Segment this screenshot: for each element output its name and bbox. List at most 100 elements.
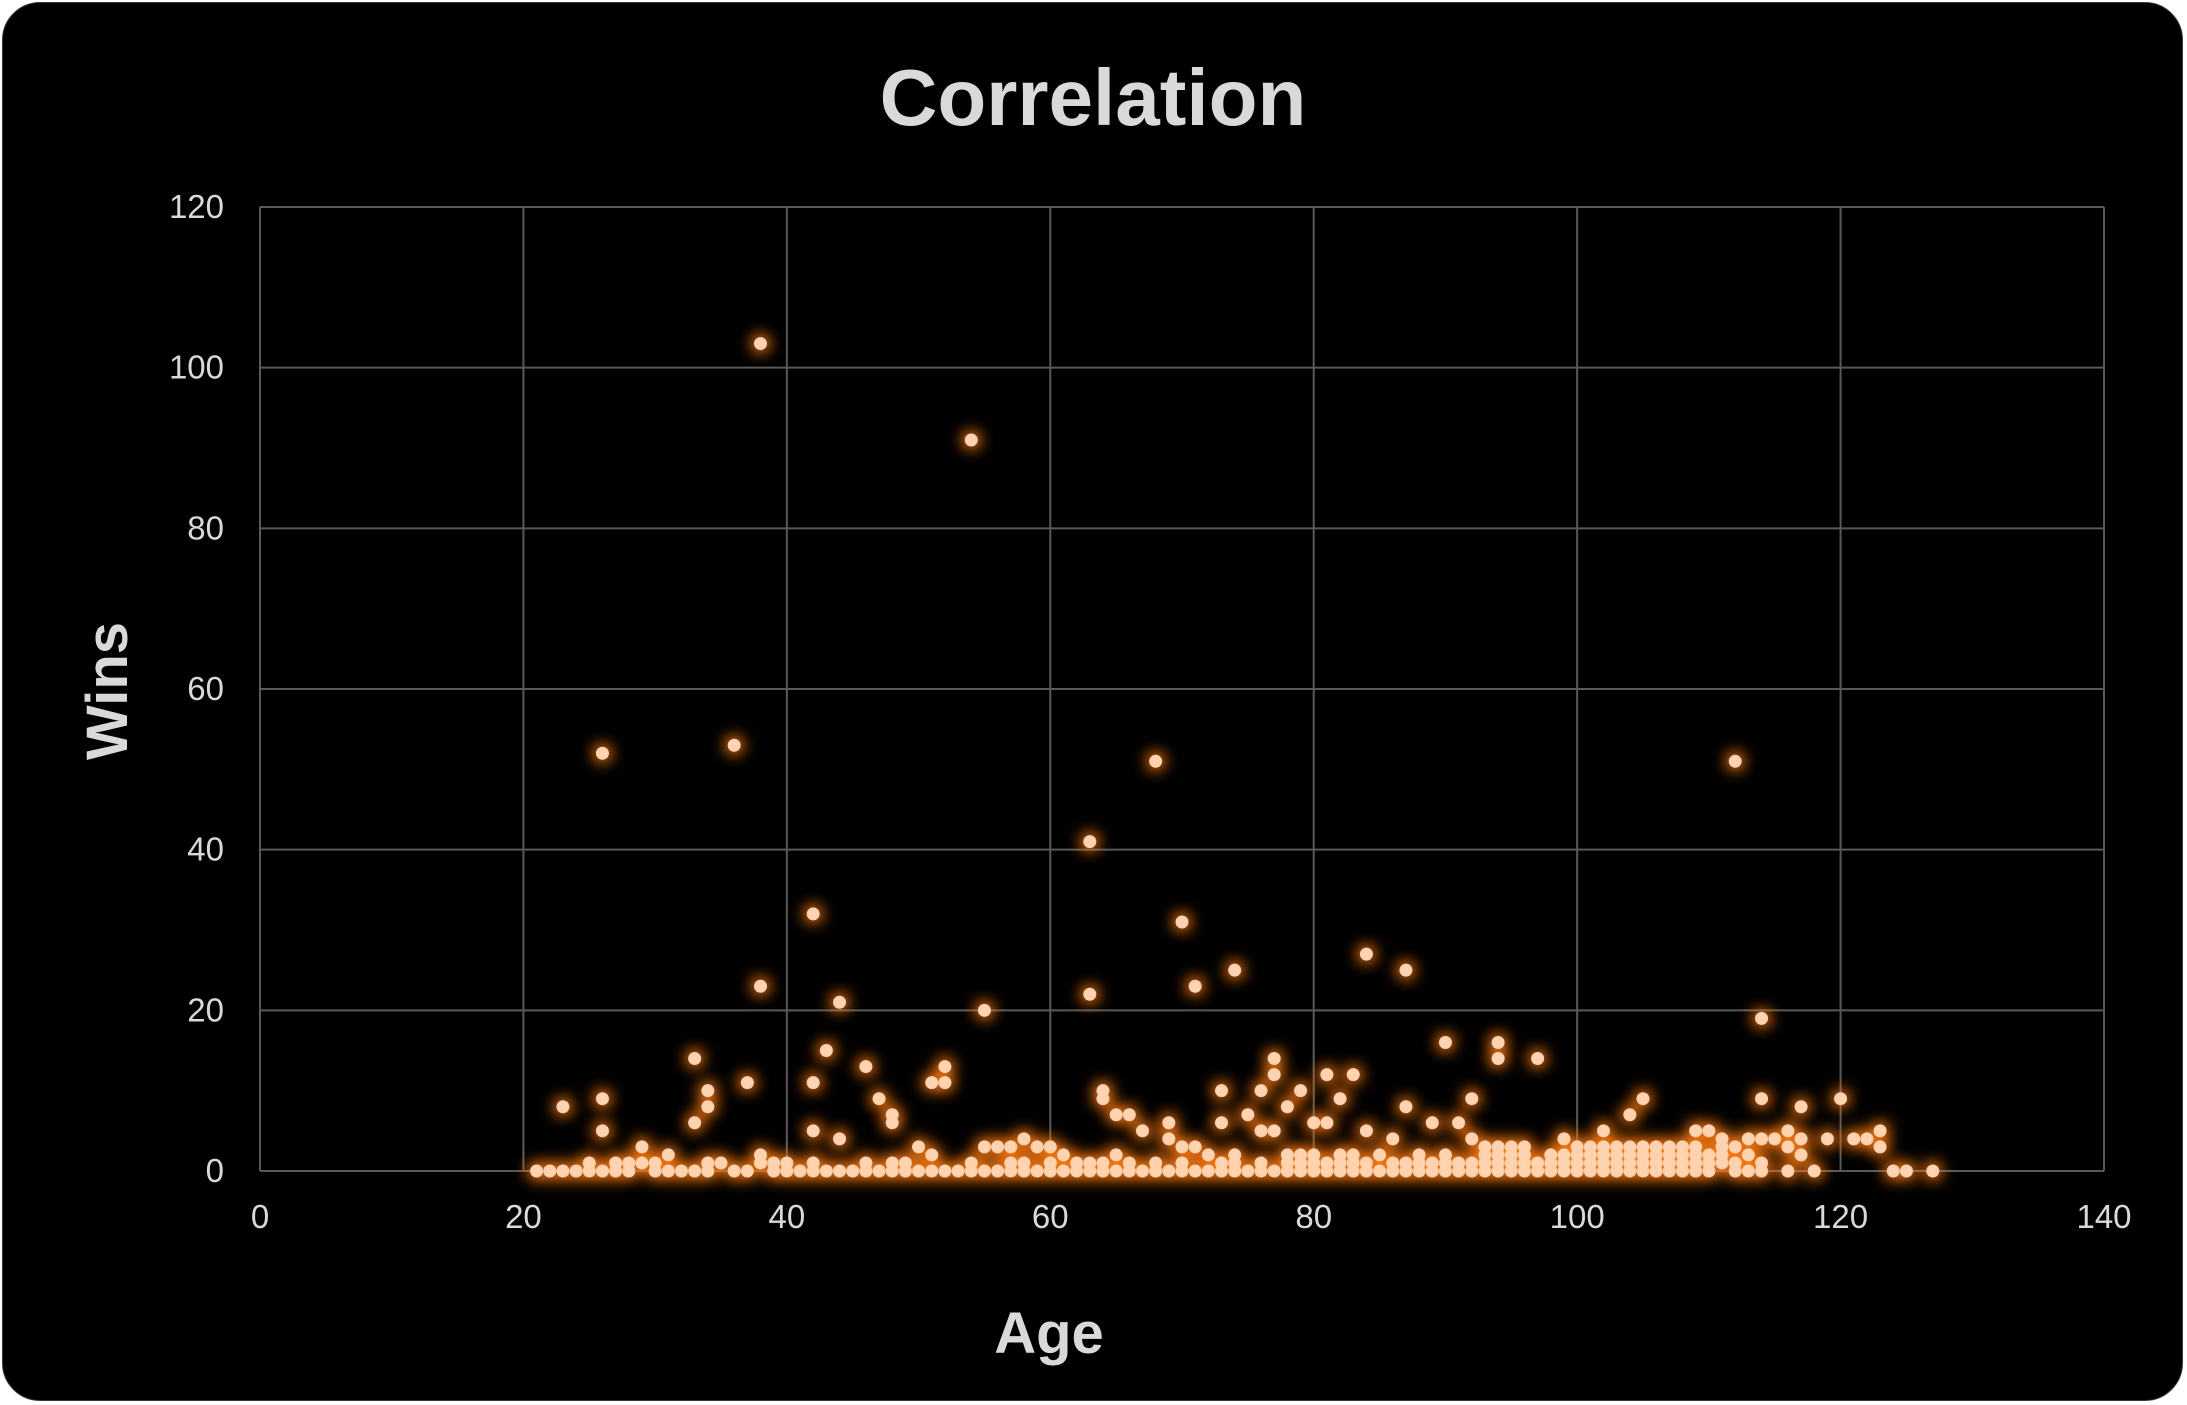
scatter-point: [964, 1156, 978, 1170]
scatter-point: [661, 1148, 675, 1162]
scatter-point: [1768, 1132, 1782, 1146]
scatter-point: [1386, 1156, 1400, 1170]
scatter-point: [1017, 1132, 1031, 1146]
scatter-point: [1728, 754, 1742, 768]
scatter-point: [1794, 1132, 1808, 1146]
scatter-point: [648, 1164, 662, 1178]
scatter-point: [977, 1164, 991, 1178]
scatter-point: [1017, 1156, 1031, 1170]
scatter-point: [872, 1092, 886, 1106]
scatter-point: [1741, 1148, 1755, 1162]
scatter-point: [1267, 1164, 1281, 1178]
tick-labels: 0 20 40 60 80 100 120 140 0 20 40 60 80 100 120: [169, 188, 2132, 1235]
scatter-point: [1504, 1148, 1518, 1162]
scatter-point: [1188, 979, 1202, 993]
scatter-point: [1399, 1156, 1413, 1170]
scatter-point: [530, 1164, 544, 1178]
scatter-point: [727, 1164, 741, 1178]
scatter-point: [556, 1100, 570, 1114]
scatter-point: [1399, 963, 1413, 977]
scatter-point: [1346, 1068, 1360, 1082]
scatter-point: [556, 1164, 570, 1178]
data-points: [530, 337, 1940, 1178]
scatter-point: [1438, 1035, 1452, 1049]
y-axis-title: Wins: [75, 622, 140, 760]
scatter-point: [780, 1164, 794, 1178]
scatter-point: [1425, 1156, 1439, 1170]
scatter-point: [833, 1132, 847, 1146]
scatter-point: [1280, 1156, 1294, 1170]
scatter-point: [1254, 1164, 1268, 1178]
scatter-point: [1807, 1164, 1821, 1178]
scatter-point: [1728, 1156, 1742, 1170]
scatter-point: [1070, 1156, 1084, 1170]
scatter-point: [925, 1148, 939, 1162]
scatter-point: [1741, 1132, 1755, 1146]
scatter-point: [859, 1156, 873, 1170]
scatter-point: [1135, 1164, 1149, 1178]
scatter-point: [819, 1164, 833, 1178]
y-tick-label: 60: [187, 670, 224, 707]
x-tick-label: 60: [1032, 1198, 1069, 1235]
scatter-point: [1689, 1148, 1703, 1162]
scatter-point: [701, 1100, 715, 1114]
scatter-point: [1201, 1164, 1215, 1178]
scatter-point: [1834, 1092, 1848, 1106]
scatter-point: [1452, 1156, 1466, 1170]
scatter-point: [819, 1044, 833, 1057]
scatter-point: [688, 1052, 702, 1066]
y-tick-label: 100: [169, 349, 224, 386]
scatter-point: [1755, 1132, 1769, 1146]
scatter-point: [1794, 1100, 1808, 1114]
x-tick-label: 40: [768, 1198, 805, 1235]
scatter-point: [1320, 1116, 1334, 1130]
scatter-point: [1280, 1100, 1294, 1114]
scatter-point: [1531, 1052, 1545, 1066]
y-tick-label: 120: [169, 188, 224, 225]
scatter-point: [1056, 1148, 1070, 1162]
scatter-point: [991, 1164, 1005, 1178]
scatter-point: [1320, 1068, 1334, 1082]
scatter-point: [1004, 1140, 1018, 1154]
scatter-point: [806, 1076, 820, 1090]
scatter-point: [1346, 1156, 1360, 1170]
scatter-point: [1399, 1100, 1413, 1114]
scatter-point: [1544, 1156, 1558, 1170]
scatter-point: [1267, 1052, 1281, 1066]
scatter-point: [1083, 835, 1097, 849]
scatter-point: [754, 337, 768, 351]
scatter-point: [1162, 1164, 1176, 1178]
scatter-point: [1162, 1116, 1176, 1130]
scatter-point: [1873, 1140, 1887, 1154]
x-tick-label: 140: [2076, 1198, 2131, 1235]
scatter-point: [1162, 1132, 1176, 1146]
scatter-point: [1109, 1108, 1123, 1122]
scatter-point: [1175, 1156, 1189, 1170]
scatter-point: [1333, 1156, 1347, 1170]
scatter-point: [1570, 1148, 1584, 1162]
scatter-point: [727, 738, 741, 752]
scatter-point: [938, 1164, 952, 1178]
scatter-point: [701, 1084, 715, 1098]
scatter-point: [1465, 1092, 1479, 1106]
scatter-point: [1267, 1068, 1281, 1082]
scatter-point: [595, 1164, 609, 1178]
scatter-point: [1596, 1124, 1610, 1138]
scatter-point: [701, 1156, 715, 1170]
scatter-point: [1623, 1148, 1637, 1162]
scatter-point: [1781, 1140, 1795, 1154]
x-tick-label: 120: [1813, 1198, 1868, 1235]
scatter-point: [1215, 1156, 1229, 1170]
scatter-point: [1188, 1140, 1202, 1154]
scatter-point: [1109, 1164, 1123, 1178]
scatter-point: [714, 1156, 728, 1170]
scatter-point: [1122, 1156, 1136, 1170]
scatter-chart: Correlation 0 20 40 60 80 100 120 140 0 20 40 60 80 1…: [75, 53, 2132, 1366]
scatter-point: [1373, 1148, 1387, 1162]
scatter-point: [1149, 754, 1163, 768]
scatter-point: [1873, 1124, 1887, 1138]
scatter-point: [1241, 1164, 1255, 1178]
scatter-point: [1596, 1148, 1610, 1162]
scatter-point: [1412, 1156, 1426, 1170]
